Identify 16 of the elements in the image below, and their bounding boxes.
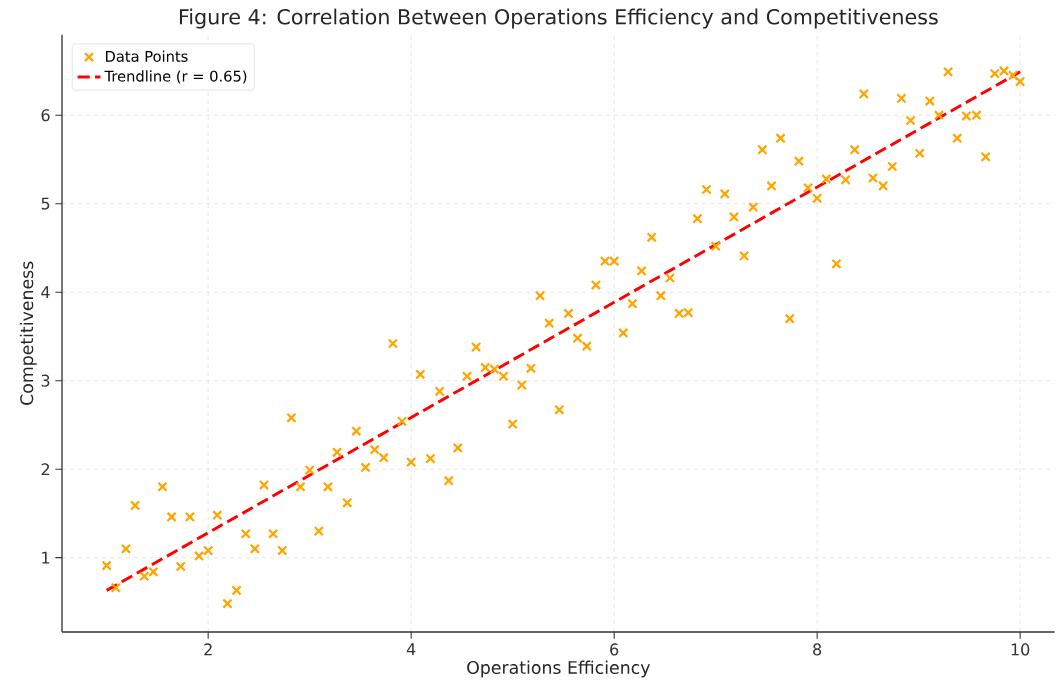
y-tick-label: 2	[41, 463, 50, 476]
y-tick-label: 1	[42, 551, 50, 564]
y-tick-label: 6	[41, 109, 50, 122]
legend-label: Data Points	[106, 50, 188, 63]
x-axis-title: Operations Efficiency	[467, 660, 650, 678]
y-tick-label: 5	[41, 197, 50, 210]
x-tick-label: 2	[204, 643, 212, 656]
x-tick-label: 6	[610, 643, 619, 656]
x-tick-label: 10	[1011, 643, 1030, 656]
legend-label: Trendline (r = 0.65)	[104, 70, 247, 84]
chart-title: Figure 4: Correlation Between Operations Efficiency and Competitiveness	[179, 8, 938, 29]
x-tick-label: 4	[406, 643, 416, 656]
y-tick-label: 4	[41, 286, 50, 299]
x-tick-label: 8	[813, 643, 822, 656]
y-tick-label: 3	[41, 374, 50, 387]
y-axis-title: Competitiveness	[19, 261, 37, 406]
